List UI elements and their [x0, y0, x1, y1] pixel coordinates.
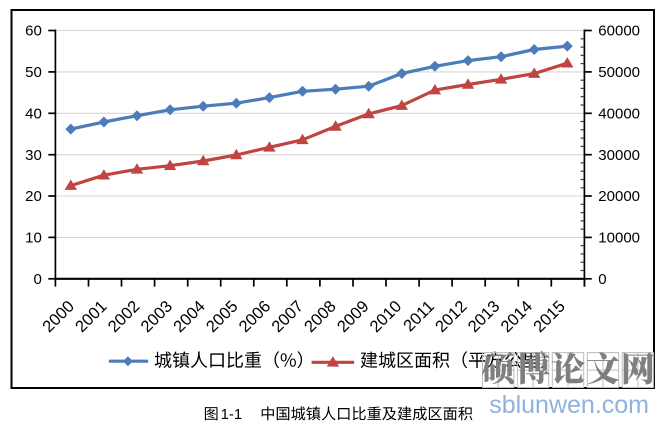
svg-text:20: 20	[25, 188, 42, 205]
svg-text:40000: 40000	[598, 106, 640, 123]
svg-text:10000: 10000	[598, 230, 640, 247]
svg-text:60: 60	[25, 23, 42, 40]
svg-text:30000: 30000	[598, 147, 640, 164]
svg-text:60000: 60000	[598, 23, 640, 40]
svg-text:1-1: 1-1	[221, 406, 243, 423]
svg-text:0: 0	[598, 271, 606, 288]
svg-text:30: 30	[25, 147, 42, 164]
svg-text:50: 50	[25, 64, 42, 81]
svg-text:sblunwen.com: sblunwen.com	[489, 391, 649, 419]
svg-text:20000: 20000	[598, 188, 640, 205]
svg-text:40: 40	[25, 106, 42, 123]
svg-text:50000: 50000	[598, 64, 640, 81]
svg-text:0: 0	[33, 271, 41, 288]
svg-text:10: 10	[25, 230, 42, 247]
